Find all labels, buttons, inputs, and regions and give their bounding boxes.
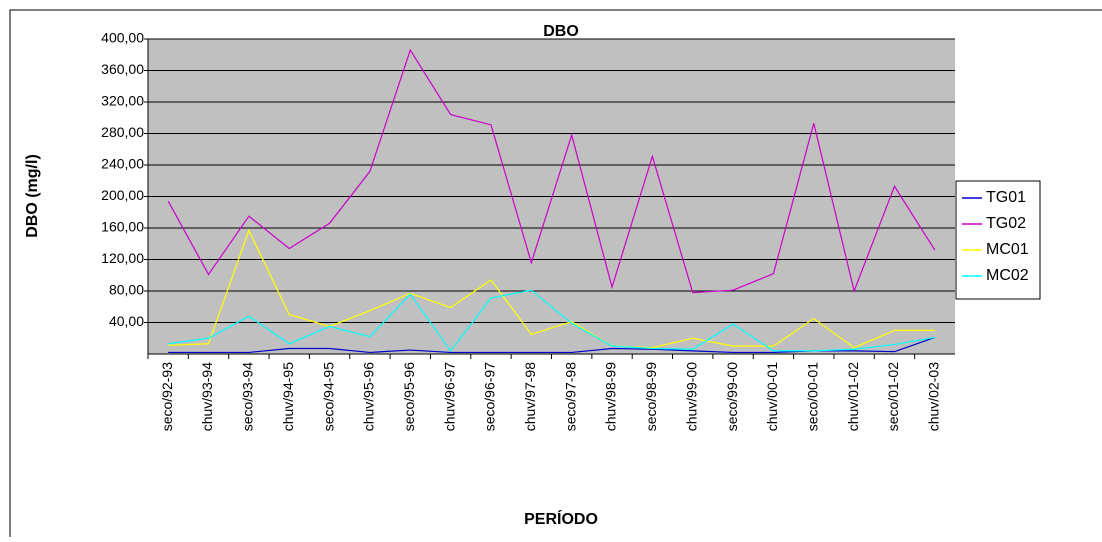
x-tick-label: chuv/01-02 bbox=[845, 362, 861, 431]
legend-label: TG02 bbox=[986, 215, 1026, 232]
x-tick-label: seco/96-97 bbox=[482, 362, 498, 431]
y-tick-label: 40,00 bbox=[109, 313, 144, 329]
x-axis-label: PERÍODO bbox=[524, 509, 598, 528]
y-tick-label: 320,00 bbox=[101, 93, 144, 109]
x-tick-label: seco/01-02 bbox=[885, 362, 901, 431]
x-tick-label: seco/99-00 bbox=[724, 362, 740, 431]
x-tick-label: chuv/00-01 bbox=[764, 362, 780, 431]
x-tick-label: chuv/98-99 bbox=[603, 362, 619, 431]
chart-title: DBO bbox=[543, 23, 579, 40]
x-tick-label: chuv/94-95 bbox=[280, 362, 296, 431]
y-tick-label: 400,00 bbox=[101, 30, 144, 46]
x-tick-label: chuv/96-97 bbox=[441, 362, 457, 431]
x-tick-label: seco/00-01 bbox=[804, 362, 820, 431]
chart-border bbox=[9, 9, 1102, 537]
y-tick-label: 200,00 bbox=[101, 187, 144, 203]
x-tick-label: chuv/02-03 bbox=[926, 362, 942, 431]
y-tick-label: 280,00 bbox=[101, 124, 144, 140]
legend-label: TG01 bbox=[986, 189, 1026, 206]
legend-label: MC01 bbox=[986, 241, 1029, 258]
y-axis-label: DBO (mg/l) bbox=[24, 154, 41, 238]
series-line bbox=[168, 228, 935, 349]
x-tick-label: chuv/93-94 bbox=[199, 362, 215, 431]
x-tick-label: seco/95-96 bbox=[401, 362, 417, 431]
y-tick-label: 160,00 bbox=[101, 219, 144, 235]
x-tick-label: seco/97-98 bbox=[562, 362, 578, 431]
x-tick-label: seco/94-95 bbox=[320, 362, 336, 431]
x-tick-label: seco/93-94 bbox=[240, 362, 256, 431]
series-line bbox=[167, 48, 936, 294]
y-tick-label: 360,00 bbox=[101, 61, 144, 77]
x-tick-label: chuv/99-00 bbox=[683, 362, 699, 431]
y-tick-label: 240,00 bbox=[101, 156, 144, 172]
x-tick-label: chuv/95-96 bbox=[361, 362, 377, 431]
x-tick-label: chuv/97-98 bbox=[522, 362, 538, 431]
y-tick-label: 80,00 bbox=[109, 282, 144, 298]
x-tick-label: seco/92-93 bbox=[159, 362, 175, 431]
series-line bbox=[168, 289, 935, 352]
y-tick-label: 120,00 bbox=[101, 250, 144, 266]
x-tick-label: seco/98-99 bbox=[643, 362, 659, 431]
legend-label: MC02 bbox=[986, 267, 1029, 284]
legend-box bbox=[955, 180, 1041, 300]
